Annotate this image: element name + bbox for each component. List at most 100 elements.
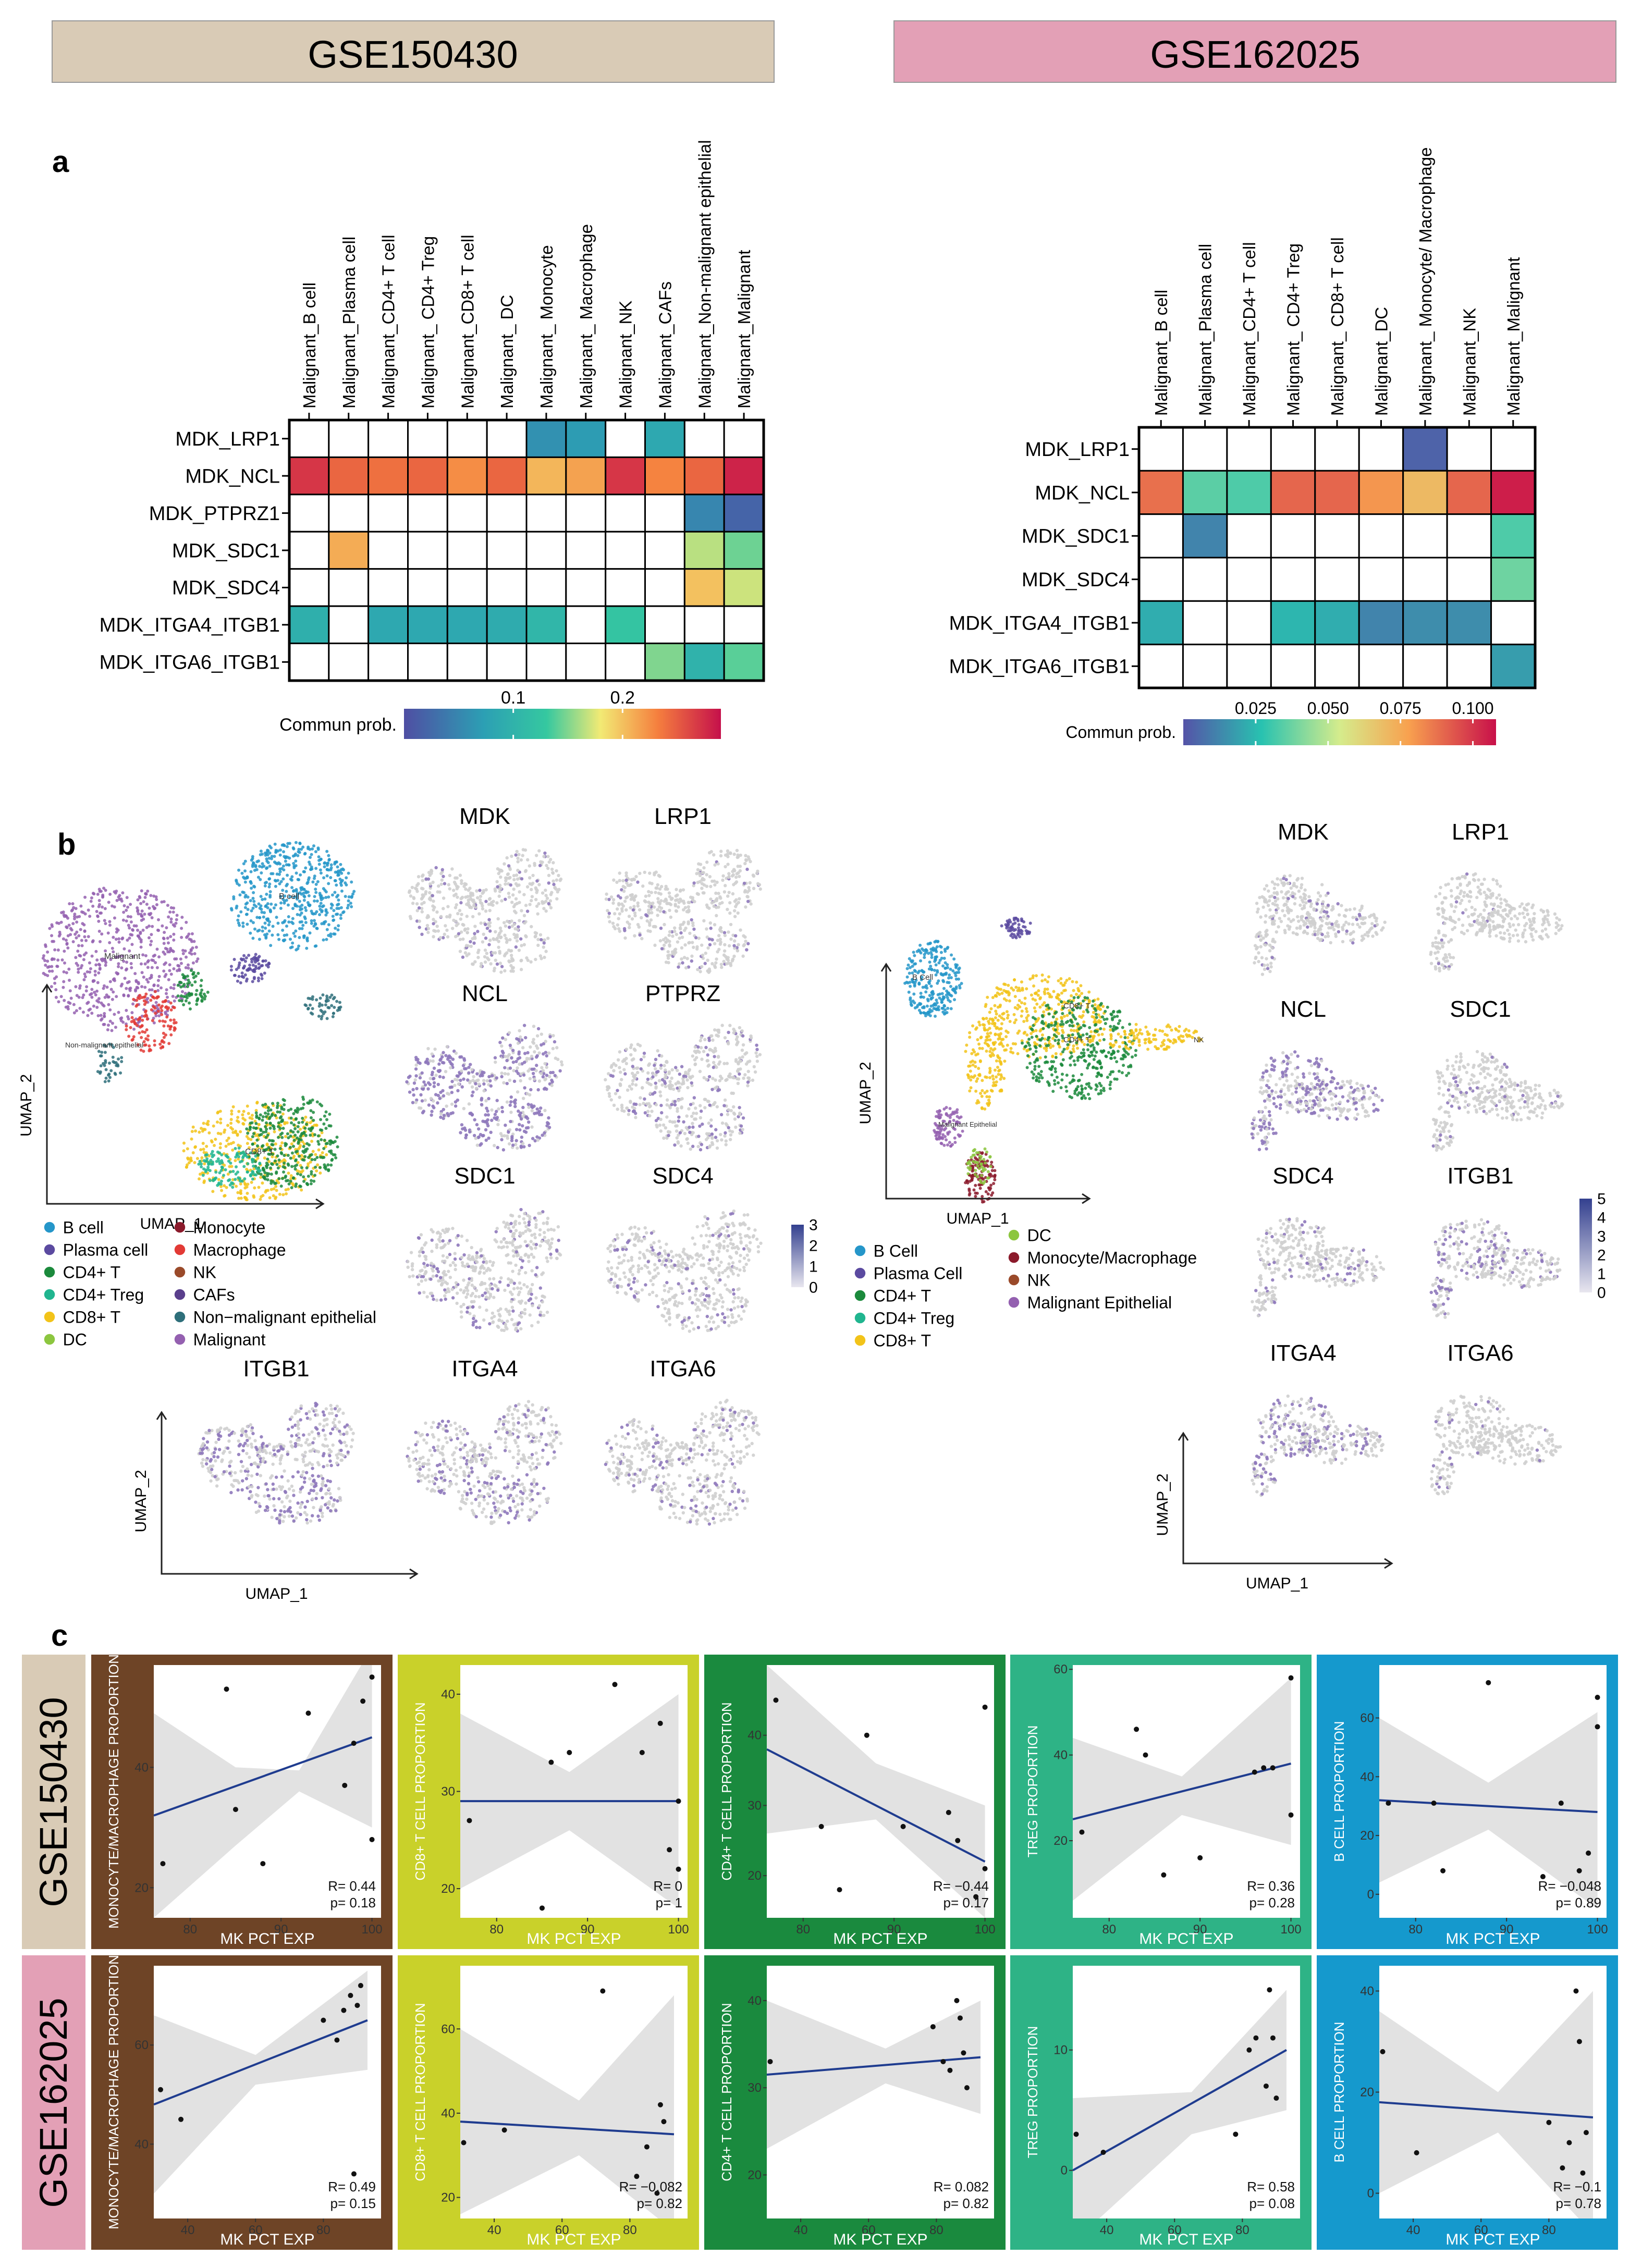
r-value: R= −0.082 (619, 2179, 682, 2195)
cell-mdk-lrp1-3 (407, 419, 448, 458)
umap-y-arrowhead (41, 983, 53, 993)
y-axis-label: CD8+ T CELL PROPORTION (412, 2003, 428, 2181)
data-point (1252, 1769, 1257, 1775)
y-tick-label: 40 (748, 1729, 762, 1743)
y-tick-label: 60 (1053, 1662, 1068, 1677)
regression-line (767, 1748, 986, 1863)
legend-dot-nk (174, 1266, 186, 1278)
cell-mdk-ncl-3 (1270, 470, 1316, 515)
umap-y-arrowhead (880, 963, 892, 972)
data-point (639, 1749, 645, 1755)
cell-mdk-sdc1-8 (1490, 513, 1536, 559)
feature-title-itgb1: ITGB1 (243, 1356, 309, 1382)
cell-mdk-ncl-8 (1490, 470, 1536, 515)
x-tick-label: 60 (1168, 2223, 1182, 2237)
cell-mdk-itga6-itgb1-4 (446, 643, 488, 682)
data-point (369, 1674, 375, 1680)
scatter-chart-gse162025-treg-proportion: 40 60 80 0 10 MK PCT EXP TREG PROPORTION R= 0.5… (1010, 1955, 1312, 2250)
legend-label-plasma-cell: Plasma cell (63, 1241, 149, 1260)
feature-plot-itga4: ITGA4 (1251, 1340, 1385, 1497)
y-tick-label: 60 (441, 2022, 455, 2036)
scatter-chart-gse150430-b-cell-proportion: 80 90 100 0 20 40 60 MK PCT EXP B CELL PROPORTIO… (1317, 1655, 1618, 1949)
x-axis-label: MK PCT EXP (1139, 2231, 1233, 2248)
cell-mdk-ncl-11 (723, 456, 765, 496)
cell-mdk-sdc1-4 (1314, 513, 1360, 559)
data-point (1560, 2165, 1565, 2171)
data-point (334, 2037, 340, 2043)
cell-mdk-sdc1-6 (525, 531, 567, 570)
x-tick-label: 80 (929, 2223, 943, 2237)
feature-plot-ncl: NCL (1250, 996, 1384, 1151)
feature-plot-lrp1: LRP1 (604, 804, 762, 974)
data-point (644, 2144, 650, 2150)
cell-mdk-sdc1-7 (1446, 513, 1492, 559)
x-axis-label: MK PCT EXP (220, 1930, 314, 1947)
x-tick-label: 60 (249, 2223, 263, 2237)
col-label-malignant-cd4-t-cell: Malignant_CD4+ T cell (379, 235, 398, 409)
row-label-gse150430-box (22, 1655, 85, 1949)
cell-mdk-ncl-2 (367, 456, 409, 496)
expression-tick-1: 1 (809, 1259, 818, 1276)
y-axis-label: B CELL PROPORTION (1331, 1721, 1347, 1862)
data-point (1233, 2131, 1239, 2137)
cell-mdk-ncl-4 (1314, 470, 1360, 515)
cell-mdk-ncl-10 (683, 456, 725, 496)
cell-mdk-ptprz1-3 (407, 494, 448, 533)
cell-mdk-itga4-itgb1-10 (683, 605, 725, 645)
data-point (1486, 1680, 1491, 1685)
cluster-cd4-t (245, 1095, 339, 1189)
legend-dot-cd8-t (854, 1335, 866, 1346)
data-point (1263, 2083, 1269, 2089)
cell-mdk-itga4-itgb1-3 (407, 605, 448, 645)
umap-ylabel: UMAP_2 (857, 1062, 874, 1124)
cell-mdk-sdc1-0 (1138, 513, 1184, 559)
cell-mdk-sdc4-1 (1182, 557, 1228, 602)
data-point (1253, 2035, 1259, 2041)
x-tick-label: 100 (668, 1922, 689, 1937)
data-point (900, 1823, 906, 1829)
x-tick-label: 80 (1235, 2223, 1249, 2237)
cell-mdk-itga4-itgb1-5 (486, 605, 528, 645)
scatter-chart-gse150430-cd4-t-cell-proportion: 80 90 100 20 30 40 MK PCT EXP CD4+ T CELL PROPO… (704, 1655, 1006, 1949)
x-axis-label: MK PCT EXP (1139, 1930, 1233, 1947)
legend-label-b-cell: B cell (63, 1218, 104, 1237)
confidence-band (767, 1665, 985, 1918)
cell-mdk-ptprz1-11 (723, 494, 765, 533)
cell-mdk-sdc4-8 (605, 568, 646, 607)
data-point (348, 1993, 353, 1999)
colorbar-tick-label: 0.100 (1452, 699, 1494, 718)
left-header-box (52, 20, 775, 83)
cell-mdk-ncl-0 (1138, 470, 1184, 515)
data-point (305, 1710, 311, 1716)
cell-mdk-sdc4-0 (1138, 557, 1184, 602)
cell-mdk-lrp1-8 (605, 419, 646, 458)
feature-title-mdk: MDK (459, 804, 510, 829)
cell-mdk-sdc1-4 (446, 531, 488, 570)
x-tick-label: 40 (1406, 2223, 1420, 2237)
col-label-malignant-b-cell: Malignant_B cell (1151, 290, 1171, 416)
data-point (661, 2119, 667, 2125)
x-axis-label: MK PCT EXP (833, 2231, 927, 2248)
umap-y-arrowhead (156, 1411, 167, 1420)
legend-label-cd4-t: CD4+ T (874, 1287, 932, 1305)
panel-label-b: b (57, 828, 76, 861)
y-tick-label: 0 (1061, 2164, 1068, 2178)
feature-plot-itgb1: ITGB1 (1429, 1163, 1562, 1319)
legend-label-cd8-t: CD8+ T (874, 1332, 932, 1350)
cell-mdk-sdc1-11 (723, 531, 765, 570)
data-point (1261, 1765, 1267, 1771)
data-point (1558, 1801, 1564, 1806)
legend-label-non-malignant-epithelial: Non−malignant epithelial (193, 1308, 376, 1327)
data-point (461, 2140, 467, 2146)
legend-dot-malignant (174, 1334, 186, 1345)
row-label-mdk-sdc1: MDK_SDC1 (1022, 526, 1130, 548)
panel-label-a: a (52, 145, 69, 179)
x-tick-label: 40 (487, 2223, 501, 2237)
cluster-treg (197, 1147, 262, 1189)
data-point (1414, 2150, 1419, 2155)
scatter-chart-gse150430-monocyte-macrophage-proportion: 80 90 100 20 40 MK PCT EXP MONOCYTE/MACROPHAGE… (91, 1654, 393, 1949)
data-point (467, 1818, 472, 1823)
cell-mdk-lrp1-5 (1358, 426, 1404, 472)
col-label-malignant-plasma-cell: Malignant_Plasma cell (1196, 244, 1215, 416)
